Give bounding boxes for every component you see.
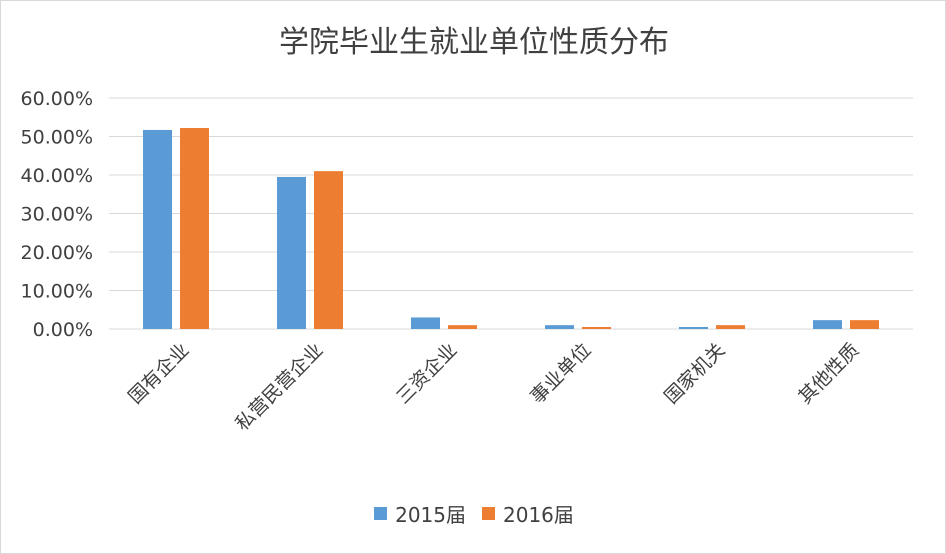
y-tick-label: 0.00%: [33, 319, 93, 341]
y-tick-label: 60.00%: [21, 88, 93, 110]
bar-2016: [314, 171, 343, 329]
x-tick-label: 国家机关: [660, 339, 729, 408]
bar-2015: [813, 320, 842, 329]
legend-label: 2015届: [395, 503, 466, 527]
legend: 2015届 2016届: [1, 499, 945, 528]
x-tick-label: 私营民营企业: [231, 339, 327, 435]
legend-swatch-icon: [482, 507, 495, 520]
bar-2015: [277, 176, 306, 329]
y-tick-label: 30.00%: [21, 204, 93, 226]
x-tick-label: 三资企业: [392, 339, 461, 408]
bar-2015: [143, 129, 172, 329]
bar-2016: [716, 325, 745, 329]
y-tick-label: 50.00%: [21, 127, 93, 149]
bar-2016: [850, 320, 879, 329]
chart-title: 学院毕业生就业单位性质分布: [279, 25, 669, 60]
bar-2015: [411, 317, 440, 329]
bar-2015: [545, 325, 574, 329]
y-tick-label: 10.00%: [21, 281, 93, 303]
bar-2015: [679, 327, 708, 329]
bar-2016: [582, 327, 611, 329]
y-tick-label: 40.00%: [21, 165, 93, 187]
x-tick-label: 国有企业: [124, 339, 193, 408]
legend-item: 2015届: [374, 499, 466, 528]
legend-swatch-icon: [374, 507, 388, 520]
bar-2016: [180, 128, 209, 329]
legend-item: 2016届: [482, 499, 574, 528]
x-tick-label: 事业单位: [526, 339, 595, 408]
legend-label: 2016届: [503, 503, 574, 527]
y-tick-label: 20.00%: [21, 242, 93, 264]
x-tick-label: 其他性质: [794, 339, 863, 408]
bar-2016: [448, 325, 477, 329]
